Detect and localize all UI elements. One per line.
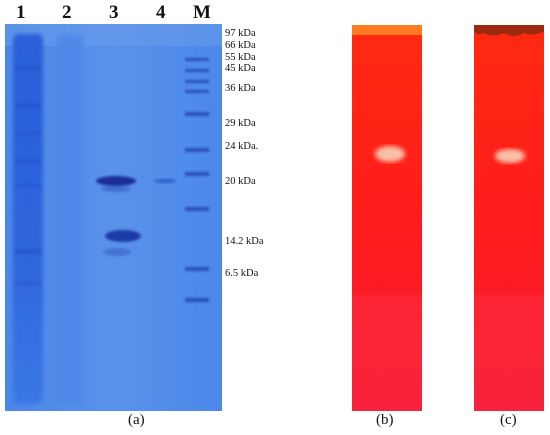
marker-label-55: 55 kDa: [225, 52, 256, 63]
marker-label-66: 66 kDa: [225, 40, 256, 51]
clear-zone-c: [495, 149, 525, 163]
lane-2-smear: [57, 34, 83, 404]
marker-label-6: 6.5 kDa: [225, 268, 259, 279]
zymogram-gel-b: [352, 25, 422, 411]
lane-label-4: 4: [156, 2, 166, 23]
lane-4-band: [154, 178, 176, 184]
lane-1-smear: [13, 34, 43, 404]
caption-a: (a): [128, 412, 145, 428]
clear-zone-b: [375, 146, 405, 162]
marker-label-36: 36 kDa: [225, 83, 256, 94]
marker-label-45: 45 kDa: [225, 63, 256, 74]
zymogram-gel-c: [474, 25, 544, 411]
marker-lane: [185, 58, 209, 302]
sds-page-gel: [5, 24, 222, 411]
marker-label-24: 24 kDa.: [225, 141, 259, 152]
lane-label-1: 1: [16, 2, 26, 23]
lane-3-bands: [96, 176, 141, 256]
lane-label-2: 2: [62, 2, 72, 23]
caption-b: (b): [376, 412, 394, 428]
caption-c: (c): [500, 412, 517, 428]
gel-a-image: [5, 24, 222, 411]
lane-label-m: M: [193, 2, 211, 23]
lane-label-3: 3: [109, 2, 119, 23]
marker-label-14: 14.2 kDa: [225, 236, 264, 247]
marker-label-20: 20 kDa: [225, 176, 256, 187]
marker-label-97: 97 kDa: [225, 28, 256, 39]
marker-label-29: 29 kDa: [225, 118, 256, 129]
